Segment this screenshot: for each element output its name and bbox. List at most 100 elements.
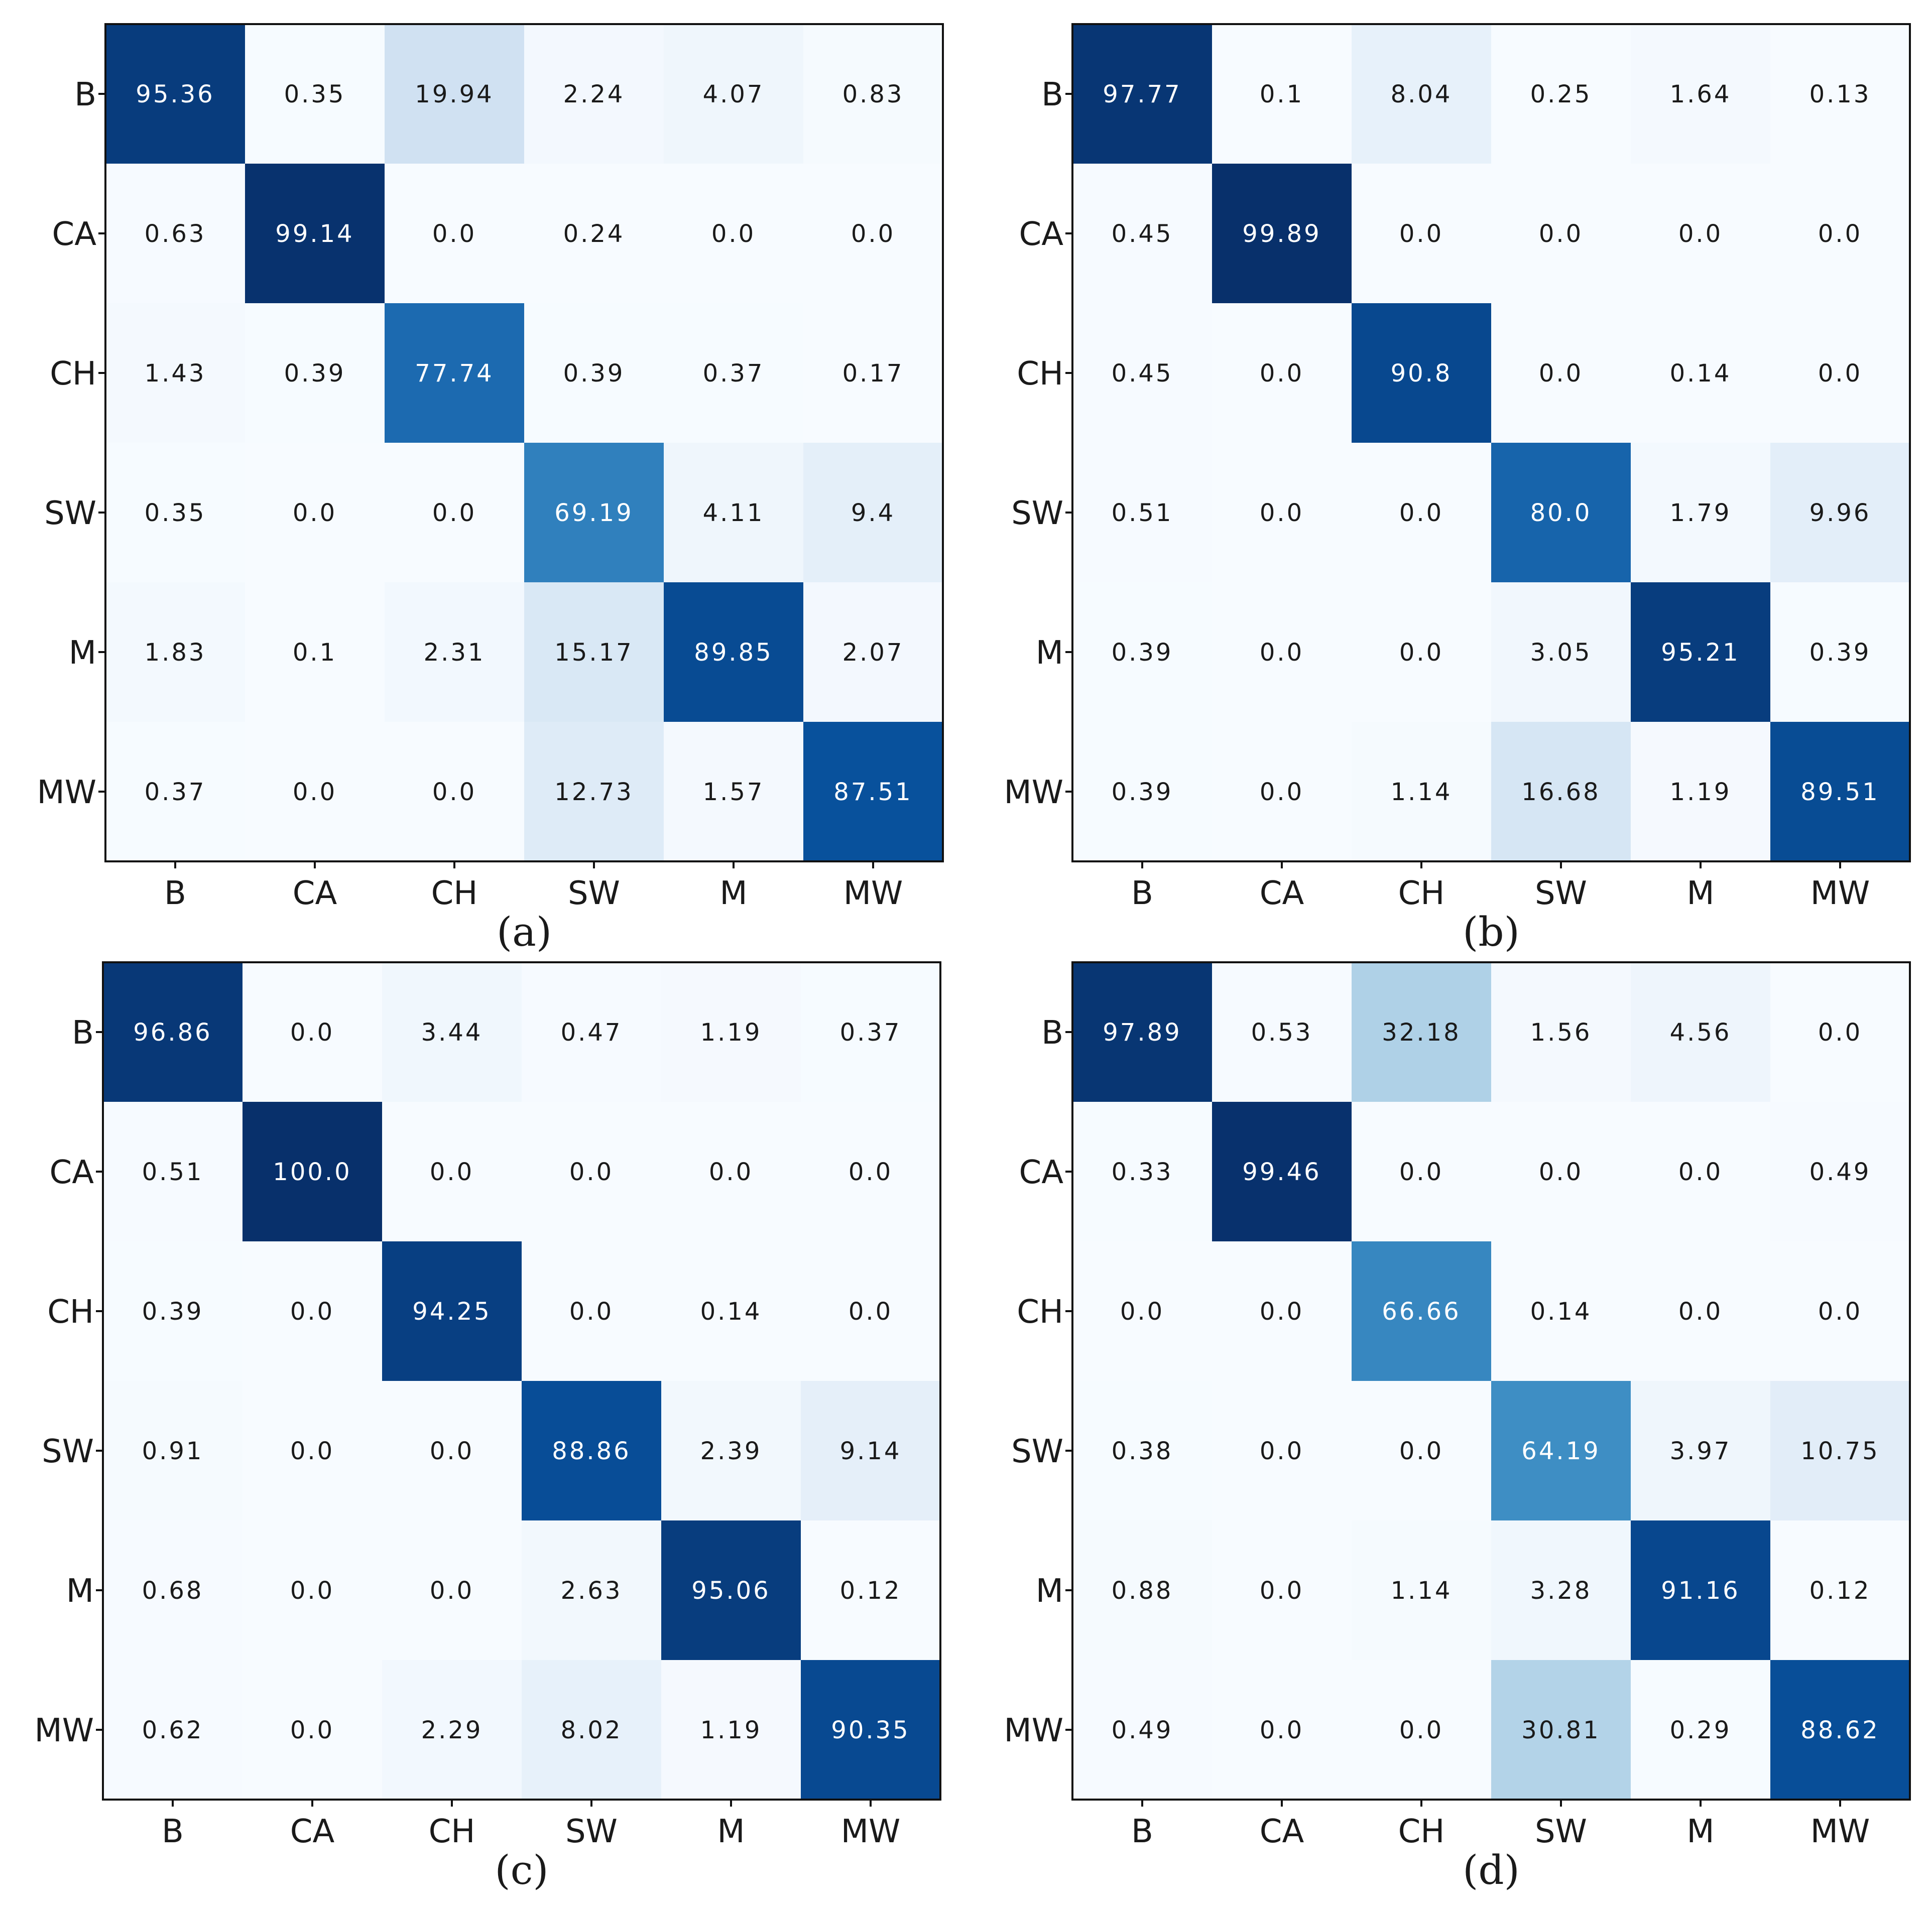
cell-value-label: 0.0 [1399, 1158, 1443, 1186]
x-tick-label: M [719, 875, 747, 912]
heatmap-cell [382, 1241, 522, 1381]
x-tick-label: CH [1398, 1813, 1445, 1850]
cell-value-label: 3.97 [1670, 1437, 1732, 1465]
x-tick-label: SW [568, 875, 620, 912]
heatmap-cell [1631, 1660, 1771, 1800]
y-tick-label: CA [1019, 1154, 1064, 1191]
heatmap-cell [245, 582, 385, 722]
heatmap-cell [664, 24, 804, 164]
heatmap-cell [1491, 164, 1631, 304]
cell-value-label: 0.0 [711, 220, 756, 248]
heatmap-cell [801, 1241, 941, 1381]
heatmap-cell [1631, 1381, 1771, 1521]
cell-value-label: 0.0 [1260, 1577, 1304, 1605]
heatmap-cell [1631, 722, 1771, 862]
heatmap-cell [385, 164, 525, 304]
x-tick-label: CH [431, 875, 478, 912]
y-tick-label: B [72, 1014, 94, 1052]
heatmap-cell [803, 582, 943, 722]
heatmap-cell [382, 962, 522, 1102]
heatmap-cell [1631, 1520, 1771, 1661]
cell-value-label: 4.56 [1670, 1019, 1732, 1047]
heatmap-cell [105, 164, 246, 304]
x-tick-label: SW [565, 1813, 618, 1850]
cell-value-label: 0.0 [430, 1577, 474, 1605]
cell-value-label: 8.02 [561, 1716, 623, 1744]
heatmap-cell [1631, 303, 1771, 443]
heatmap-cell [661, 1241, 801, 1381]
heatmap-cell [1212, 443, 1352, 583]
heatmap-cell [1072, 1381, 1213, 1521]
heatmap-cell [524, 722, 664, 862]
y-tick-label: MW [1004, 774, 1064, 811]
heatmap-cell [1352, 722, 1492, 862]
y-tick-label: B [1041, 1014, 1063, 1052]
cell-value-label: 19.94 [415, 80, 494, 108]
heatmap-cell [1491, 24, 1631, 164]
heatmap-cell [1212, 1241, 1352, 1381]
cell-value-label: 0.0 [1399, 639, 1443, 667]
cell-value-label: 0.0 [1260, 778, 1304, 806]
y-tick-label: CA [1019, 216, 1064, 253]
cell-value-label: 96.86 [133, 1019, 212, 1047]
heatmap-frame [1071, 961, 1911, 1801]
cell-value-label: 69.19 [554, 499, 633, 527]
heatmap-cell [382, 1102, 522, 1242]
heatmap-cell [382, 1381, 522, 1521]
cell-value-label: 95.21 [1661, 639, 1740, 667]
cell-value-label: 77.74 [415, 359, 494, 388]
cell-value-label: 0.47 [561, 1019, 623, 1047]
heatmap-cell [245, 24, 385, 164]
y-tick-label: M [1036, 634, 1063, 672]
cell-value-label: 0.0 [1399, 1716, 1443, 1744]
cell-value-label: 0.39 [142, 1298, 204, 1326]
heatmap-cell [1072, 1660, 1213, 1800]
y-tick-label: B [1041, 76, 1063, 113]
cell-value-label: 0.68 [142, 1577, 204, 1605]
cell-value-label: 0.91 [142, 1437, 204, 1465]
heatmap-cell [1212, 1520, 1352, 1661]
cell-value-label: 0.37 [703, 359, 765, 388]
heatmap-cell [103, 1241, 243, 1381]
heatmap-cell [1212, 962, 1352, 1102]
y-tick-label: MW [1004, 1712, 1064, 1749]
y-tick-label: CH [50, 355, 96, 393]
cell-value-label: 0.0 [430, 1437, 474, 1465]
y-tick-label: CH [47, 1294, 94, 1331]
cell-value-label: 0.0 [1260, 639, 1304, 667]
heatmap-cell [803, 443, 943, 583]
cell-value-label: 88.86 [552, 1437, 631, 1465]
heatmap-cell [1352, 1520, 1492, 1661]
heatmap-cell [664, 722, 804, 862]
cell-value-label: 30.81 [1521, 1716, 1600, 1744]
heatmap-cell [1770, 1102, 1910, 1242]
cell-value-label: 0.25 [1530, 80, 1592, 108]
heatmap-cell [1631, 1102, 1771, 1242]
cell-value-label: 0.14 [1670, 359, 1732, 388]
x-tick-label: CA [1260, 1813, 1304, 1850]
cell-value-label: 1.57 [703, 778, 765, 806]
heatmap-cell [1212, 582, 1352, 722]
cell-value-label: 87.51 [833, 778, 912, 806]
heatmap-cell [385, 443, 525, 583]
heatmap-cell [1770, 1241, 1910, 1381]
cell-value-label: 0.39 [1809, 639, 1871, 667]
cell-value-label: 3.44 [421, 1019, 483, 1047]
heatmap-cell [1491, 303, 1631, 443]
heatmap-cell [524, 582, 664, 722]
heatmap-cell [522, 1102, 662, 1242]
heatmap-cell [801, 1102, 941, 1242]
heatmap-cell [243, 1102, 383, 1242]
heatmap-cell [103, 1520, 243, 1661]
heatmap-cell [1212, 1381, 1352, 1521]
panel-caption: (c) [495, 1847, 548, 1893]
heatmap-cell [1631, 582, 1771, 722]
cell-value-label: 0.0 [293, 499, 337, 527]
cell-value-label: 0.14 [1530, 1298, 1592, 1326]
cell-value-label: 9.4 [851, 499, 895, 527]
heatmap-cell [661, 1520, 801, 1661]
cell-value-label: 97.77 [1103, 80, 1181, 108]
cell-value-label: 0.0 [1120, 1298, 1164, 1326]
cell-value-label: 90.35 [831, 1716, 910, 1744]
cell-value-label: 0.0 [849, 1158, 893, 1186]
